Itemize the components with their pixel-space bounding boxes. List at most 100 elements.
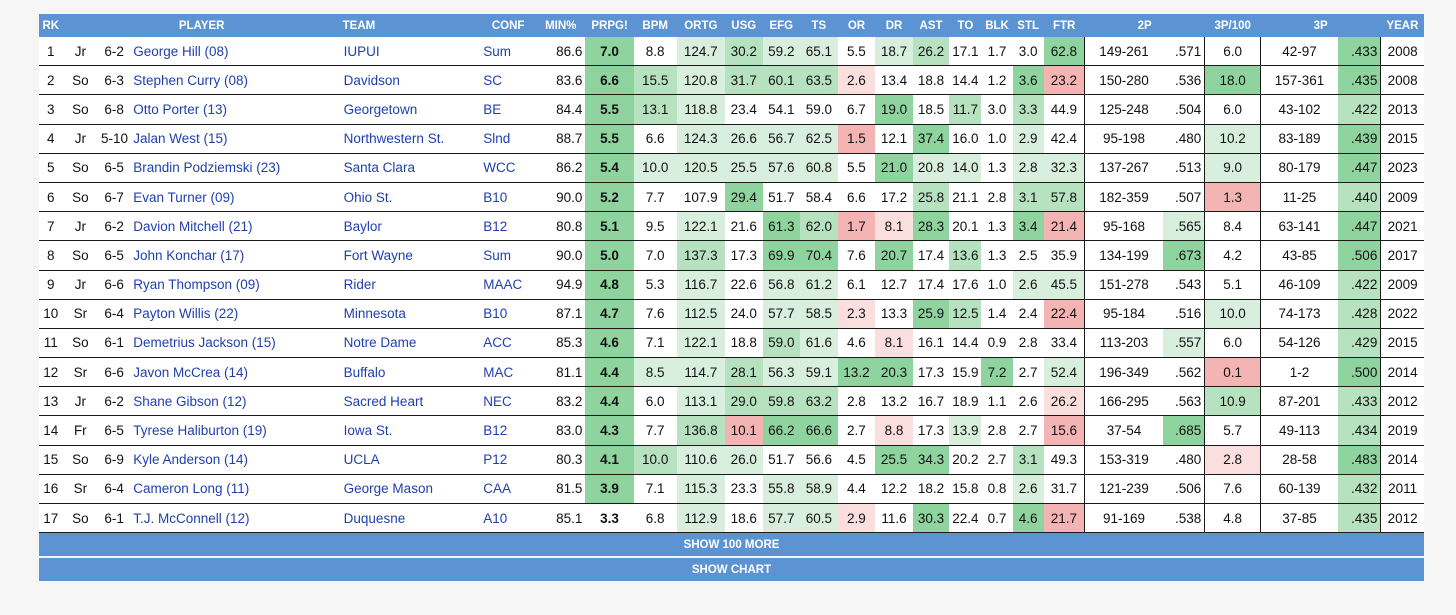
player-name-link[interactable]: Brandin Podziemski (23) (130, 153, 341, 183)
player-name-link[interactable]: Javon McCrea (14) (130, 357, 341, 388)
player-name-link[interactable]: Jalan West (15) (130, 124, 341, 154)
conf-link[interactable]: A10 (480, 503, 537, 534)
player-name-link[interactable]: Otto Porter (13) (130, 94, 341, 125)
team-name-link[interactable]: Notre Dame (340, 328, 481, 359)
header-min[interactable]: MIN% (536, 14, 586, 37)
conf-link[interactable]: SC (480, 65, 537, 96)
team-name-link[interactable]: Baylor (340, 211, 481, 242)
team-name-link[interactable]: Georgetown (340, 94, 481, 125)
team-name-link[interactable]: Northwestern St. (340, 124, 481, 154)
team-name-link[interactable]: Santa Clara (340, 153, 481, 183)
conf-link[interactable]: BE (480, 94, 537, 125)
header-year[interactable]: YEAR (1380, 14, 1424, 37)
team-name-link[interactable]: Buffalo (340, 357, 481, 388)
player-name-link[interactable]: Evan Turner (09) (130, 182, 341, 213)
team-name-link[interactable]: Sacred Heart (340, 386, 481, 417)
cell-or: 2.7 (837, 415, 876, 446)
cell-ortg: 136.8 (676, 415, 725, 446)
cell-ortg: 107.9 (676, 182, 725, 213)
player-name-link[interactable]: George Hill (08) (130, 37, 341, 67)
header-ts[interactable]: TS (800, 14, 838, 37)
conf-link[interactable]: MAAC (480, 270, 537, 300)
team-name-link[interactable]: Duquesne (340, 503, 481, 534)
header-2p[interactable]: 2P (1084, 14, 1205, 37)
header-3p100[interactable]: 3P/100 (1204, 14, 1261, 37)
cell-3p-made: 37-85 (1260, 503, 1338, 534)
header-bpm[interactable]: BPM (633, 14, 677, 37)
cell-stl: 2.6 (1012, 386, 1044, 417)
conf-link[interactable]: B12 (480, 415, 537, 446)
cell-to: 21.1 (949, 182, 982, 213)
cell-3p-made: 74-173 (1260, 299, 1338, 329)
player-name-link[interactable]: Tyrese Haliburton (19) (130, 415, 341, 446)
player-name-link[interactable]: Ryan Thompson (09) (130, 270, 341, 300)
show-chart-button[interactable]: SHOW CHART (39, 557, 1424, 584)
team-name-link[interactable]: Davidson (340, 65, 481, 96)
header-ast[interactable]: AST (912, 14, 950, 37)
conf-link[interactable]: Slnd (480, 124, 537, 154)
team-name-link[interactable]: Ohio St. (340, 182, 481, 213)
cell-3p-rate: 9.0 (1204, 153, 1261, 183)
header-team[interactable]: TEAM (340, 14, 481, 37)
cell-height: 6-1 (98, 328, 131, 359)
team-name-link[interactable]: UCLA (340, 445, 481, 475)
header-blk[interactable]: BLK (981, 14, 1013, 37)
cell-3p-rate: 6.0 (1204, 328, 1261, 359)
header-rk[interactable]: RK (39, 14, 63, 37)
cell-ftr: 42.4 (1043, 124, 1085, 154)
header-dr[interactable]: DR (875, 14, 913, 37)
team-name-link[interactable]: Rider (340, 270, 481, 300)
cell-3p-rate: 4.8 (1204, 503, 1261, 534)
header-usg[interactable]: USG (724, 14, 763, 37)
header-prpg[interactable]: PRPG! (585, 14, 634, 37)
header-or[interactable]: OR (837, 14, 876, 37)
player-name-link[interactable]: Payton Willis (22) (130, 299, 341, 329)
cell-height: 6-2 (98, 37, 131, 67)
cell-blk: 1.0 (981, 124, 1013, 154)
conf-link[interactable]: B10 (480, 299, 537, 329)
conf-link[interactable]: NEC (480, 386, 537, 417)
team-name-link[interactable]: Fort Wayne (340, 240, 481, 271)
player-name-link[interactable]: Stephen Curry (08) (130, 65, 341, 96)
conf-link[interactable]: Sum (480, 37, 537, 67)
team-name-link[interactable]: George Mason (340, 474, 481, 505)
player-name-link[interactable]: Cameron Long (11) (130, 474, 341, 505)
conf-link[interactable]: B12 (480, 211, 537, 242)
header-player[interactable]: PLAYER (62, 14, 341, 37)
header-conf[interactable]: CONF (480, 14, 537, 37)
player-name-link[interactable]: Davion Mitchell (21) (130, 211, 341, 242)
header-to[interactable]: TO (949, 14, 982, 37)
conf-link[interactable]: B10 (480, 182, 537, 213)
show-more-button[interactable]: SHOW 100 MORE (39, 532, 1424, 559)
cell-blk: 2.8 (981, 182, 1013, 213)
cell-to: 16.0 (949, 124, 982, 154)
cell-ts: 58.4 (800, 182, 838, 213)
header-ortg[interactable]: ORTG (676, 14, 725, 37)
team-name-link[interactable]: IUPUI (340, 37, 481, 67)
header-stl[interactable]: STL (1012, 14, 1044, 37)
cell-2p-pct: .538 (1162, 503, 1205, 534)
cell-min: 80.8 (536, 211, 586, 242)
cell-ftr: 44.9 (1043, 94, 1085, 125)
cell-ortg: 113.1 (676, 386, 725, 417)
conf-link[interactable]: MAC (480, 357, 537, 388)
player-name-link[interactable]: Shane Gibson (12) (130, 386, 341, 417)
team-name-link[interactable]: Minnesota (340, 299, 481, 329)
header-efg[interactable]: EFG (762, 14, 801, 37)
cell-year: 2009 (1380, 182, 1424, 213)
player-name-link[interactable]: John Konchar (17) (130, 240, 341, 271)
conf-link[interactable]: WCC (480, 153, 537, 183)
team-name-link[interactable]: Iowa St. (340, 415, 481, 446)
conf-link[interactable]: P12 (480, 445, 537, 475)
conf-link[interactable]: Sum (480, 240, 537, 271)
cell-3p-rate: 4.2 (1204, 240, 1261, 271)
conf-link[interactable]: CAA (480, 474, 537, 505)
header-ftr[interactable]: FTR (1043, 14, 1085, 37)
player-name-link[interactable]: T.J. McConnell (12) (130, 503, 341, 534)
player-name-link[interactable]: Kyle Anderson (14) (130, 445, 341, 475)
cell-class: Jr (62, 37, 99, 67)
cell-height: 6-3 (98, 65, 131, 96)
header-3p[interactable]: 3P (1260, 14, 1381, 37)
conf-link[interactable]: ACC (480, 328, 537, 359)
player-name-link[interactable]: Demetrius Jackson (15) (130, 328, 341, 359)
